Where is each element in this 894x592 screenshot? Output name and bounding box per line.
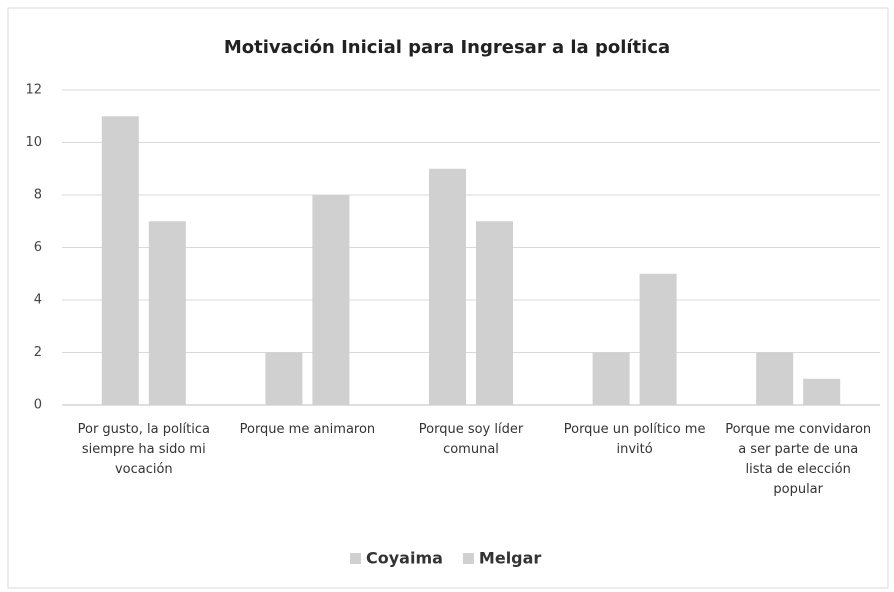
y-tick-label: 8	[34, 188, 42, 203]
x-tick-label: Porque me convidaron a ser parte de una …	[725, 422, 872, 497]
bar	[476, 221, 513, 405]
bar	[148, 221, 186, 405]
legend-label: Melgar	[479, 549, 542, 568]
y-tick-label: 6	[34, 240, 42, 255]
chart-title: Motivación Inicial para Ingresar a la po…	[224, 37, 670, 58]
y-tick-label: 2	[34, 345, 42, 360]
bar	[101, 116, 139, 405]
y-tick-label: 4	[34, 293, 42, 308]
legend-swatch	[350, 553, 361, 564]
y-tick-label: 12	[25, 83, 42, 98]
x-tick-label: Porque me animaron	[239, 422, 376, 437]
bar	[592, 352, 630, 405]
bar	[429, 168, 466, 405]
bar	[312, 195, 350, 405]
y-tick-label: 10	[25, 135, 42, 150]
x-tick-label: Porque un político me invitó	[563, 422, 706, 457]
bar	[803, 378, 841, 405]
x-tick-label: Por gusto, la política siempre ha sido m…	[77, 422, 210, 477]
bar	[265, 352, 303, 405]
y-tick-label: 0	[34, 398, 42, 413]
bar	[756, 352, 794, 405]
legend-label: Coyaima	[366, 549, 443, 568]
legend-swatch	[462, 553, 474, 564]
bar	[639, 273, 677, 405]
x-tick-label: Porque soy líder comunal	[418, 422, 524, 457]
